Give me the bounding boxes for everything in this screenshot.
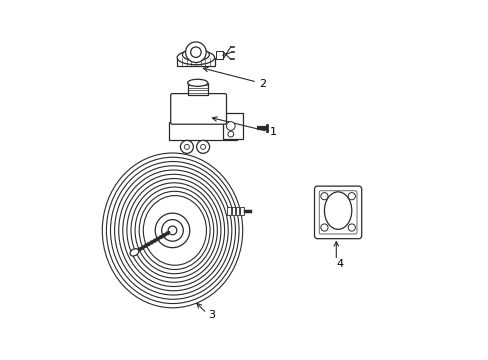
FancyBboxPatch shape <box>227 207 230 215</box>
Circle shape <box>162 220 183 241</box>
Ellipse shape <box>101 151 244 310</box>
FancyBboxPatch shape <box>168 122 237 140</box>
Circle shape <box>184 144 189 149</box>
Circle shape <box>347 193 355 200</box>
Circle shape <box>320 193 327 200</box>
Ellipse shape <box>324 192 351 229</box>
Circle shape <box>185 42 206 63</box>
FancyBboxPatch shape <box>216 51 223 59</box>
FancyBboxPatch shape <box>314 186 361 239</box>
Text: 2: 2 <box>258 78 265 89</box>
FancyBboxPatch shape <box>235 207 239 215</box>
Circle shape <box>196 140 209 153</box>
FancyBboxPatch shape <box>187 83 207 95</box>
Circle shape <box>190 47 201 58</box>
Ellipse shape <box>177 50 214 65</box>
Circle shape <box>155 213 189 248</box>
Text: 3: 3 <box>208 310 215 320</box>
Ellipse shape <box>182 49 209 61</box>
FancyBboxPatch shape <box>177 58 214 66</box>
FancyBboxPatch shape <box>240 207 244 215</box>
Text: 4: 4 <box>336 259 343 269</box>
Circle shape <box>200 144 205 149</box>
Ellipse shape <box>130 249 139 256</box>
Ellipse shape <box>187 79 207 86</box>
Circle shape <box>347 224 355 231</box>
Circle shape <box>180 140 193 153</box>
FancyBboxPatch shape <box>231 207 235 215</box>
FancyBboxPatch shape <box>223 113 242 139</box>
Circle shape <box>168 226 177 235</box>
Circle shape <box>226 122 235 130</box>
Circle shape <box>227 131 233 137</box>
Circle shape <box>320 224 327 231</box>
Text: 1: 1 <box>269 127 276 138</box>
FancyBboxPatch shape <box>170 94 226 124</box>
